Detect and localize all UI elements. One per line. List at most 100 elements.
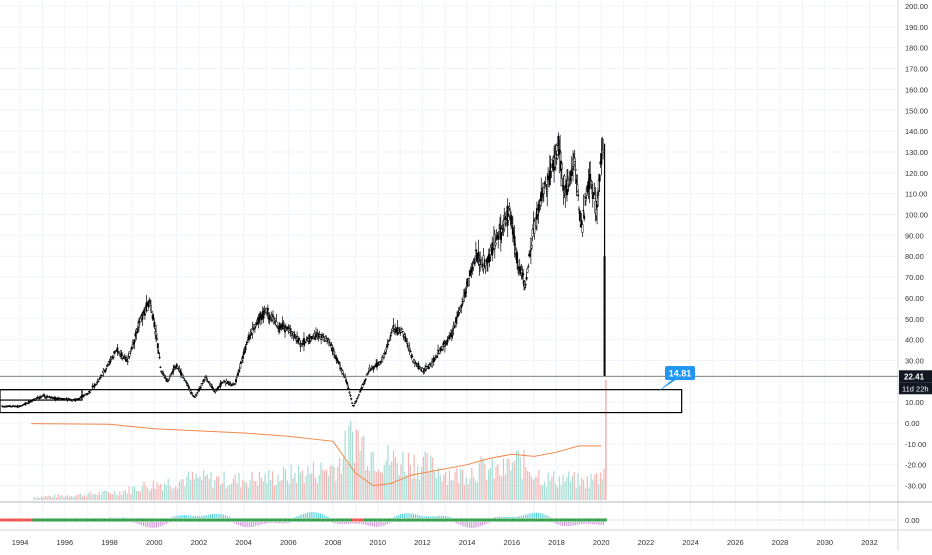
signal-strip: [21, 519, 22, 522]
oscillator-bar: [402, 514, 403, 518]
oscillator-bar: [298, 516, 299, 518]
signal-strip: [420, 519, 421, 522]
candle-body: [452, 334, 453, 335]
oscillator-bar: [143, 522, 144, 526]
signal-strip: [354, 519, 355, 522]
oscillator-bar: [240, 522, 241, 526]
oscillator-bar: [529, 514, 530, 518]
signal-strip: [210, 519, 211, 522]
oscillator-bar: [279, 522, 280, 523]
oscillator-bar: [212, 514, 213, 518]
signal-strip: [139, 519, 140, 522]
oscillator-bar: [478, 522, 479, 527]
signal-strip: [247, 519, 248, 522]
volume-bar: [549, 481, 550, 500]
oscillator-bar: [249, 522, 250, 527]
signal-strip: [205, 519, 206, 522]
candle-body: [365, 379, 366, 380]
signal-strip: [156, 519, 157, 522]
signal-strip: [220, 519, 221, 522]
signal-strip: [491, 519, 492, 522]
candle-body: [185, 382, 186, 383]
signal-strip: [571, 519, 572, 522]
signal-strip: [519, 519, 520, 522]
signal-strip: [256, 519, 257, 522]
signal-strip: [364, 519, 365, 522]
signal-strip: [66, 519, 67, 522]
candle-body: [597, 198, 598, 205]
signal-strip: [536, 519, 537, 522]
volume-bar: [190, 480, 191, 500]
candle-body: [150, 306, 151, 310]
signal-strip: [227, 519, 228, 522]
volume-bar: [106, 491, 107, 500]
volume-bar: [52, 497, 53, 500]
oscillator-bar: [542, 514, 543, 518]
signal-strip: [368, 519, 369, 522]
signal-strip: [4, 519, 5, 522]
oscillator-bar: [527, 514, 528, 518]
candle-body: [217, 387, 218, 389]
candle-body: [478, 252, 479, 255]
callout-label[interactable]: 14.81: [669, 369, 692, 379]
volume-bar: [318, 475, 319, 500]
candle-body: [154, 322, 155, 327]
oscillator-bar: [553, 522, 554, 523]
signal-strip: [501, 519, 502, 522]
candle-body: [114, 353, 115, 354]
volume-bar: [361, 437, 362, 500]
candle-body: [349, 392, 350, 393]
signal-strip: [548, 519, 549, 522]
signal-strip: [259, 519, 260, 522]
volume-bar: [481, 456, 482, 500]
price-axis[interactable]: -30.00-20.00-10.000.0010.0020.0030.0040.…: [905, 2, 928, 525]
candle-body: [442, 346, 443, 349]
candle-body: [541, 192, 542, 201]
candle-body: [389, 339, 390, 340]
signal-strip: [412, 519, 413, 522]
support-zone-rect[interactable]: [0, 390, 682, 413]
volume-bar: [242, 480, 243, 500]
candle-body: [498, 235, 499, 238]
oscillator-bar: [367, 522, 368, 525]
oscillator-bar: [504, 517, 505, 518]
candle-body: [239, 371, 240, 372]
signal-strip: [550, 519, 551, 522]
support-zone[interactable]: [0, 390, 682, 413]
lower-indicator-pane: [0, 512, 898, 528]
signal-strip: [27, 519, 28, 522]
candle-body: [526, 277, 527, 279]
candle-body: [44, 395, 45, 396]
candle-body: [333, 351, 334, 354]
volume-bar: [305, 476, 306, 500]
volume-bar: [129, 486, 130, 500]
oscillator-bar: [286, 522, 287, 523]
signal-strip: [39, 519, 40, 522]
candle-body: [578, 209, 579, 210]
volume-bar: [294, 473, 295, 500]
y-tick-label: -30.00: [905, 482, 926, 491]
signal-strip: [2, 519, 3, 522]
candle-body: [583, 216, 584, 219]
signal-strip: [264, 519, 265, 522]
candle-body: [237, 374, 238, 377]
oscillator-bar: [354, 522, 355, 524]
oscillator-bar: [484, 522, 485, 525]
signal-strip: [173, 519, 174, 522]
signal-strip: [563, 519, 564, 522]
volume-bar: [486, 480, 487, 500]
signal-strip: [314, 519, 315, 522]
signal-strip: [155, 519, 156, 522]
volume-bar: [458, 483, 459, 500]
oscillator-bar: [601, 522, 602, 525]
y-tick-label: 160.00: [905, 85, 928, 94]
signal-strip: [283, 519, 284, 522]
volume-bar: [406, 475, 407, 500]
x-tick-label: 2020: [593, 538, 610, 547]
oscillator-bar: [197, 516, 198, 518]
signal-strip: [494, 519, 495, 522]
signal-strip: [317, 519, 318, 522]
